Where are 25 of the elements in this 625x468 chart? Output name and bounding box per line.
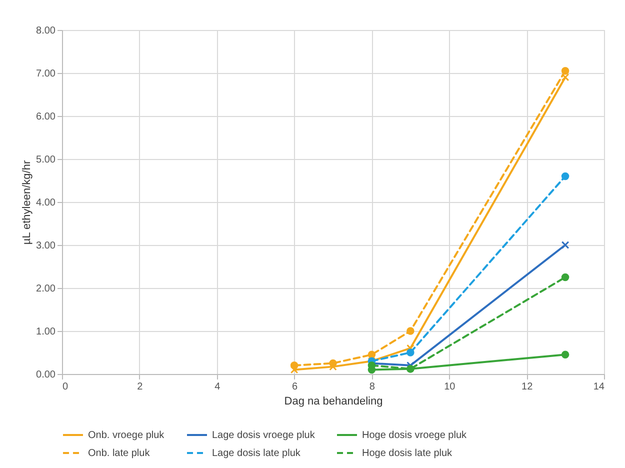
- legend-label: Onb. vroege pluk: [88, 430, 166, 441]
- legend-label: Hoge dosis late pluk: [362, 448, 454, 459]
- y-axis-title: µL ethyleen/kg/hr: [21, 160, 34, 245]
- y-tick-label: 4.00: [36, 198, 56, 208]
- x-tick-label: 12: [522, 382, 534, 392]
- x-tick-label: 10: [444, 382, 456, 392]
- y-tick-label: 1.00: [36, 326, 56, 338]
- x-axis-title: Dag na behandeling: [284, 396, 383, 408]
- x-tick-label: 6: [292, 382, 298, 392]
- y-tick-label: 2.00: [36, 284, 56, 294]
- x-tick-label: 2: [137, 382, 144, 392]
- y-tick-label: 8.00: [36, 26, 56, 36]
- x-tick-label: 8: [369, 382, 376, 392]
- x-tick-label: 14: [593, 382, 605, 392]
- y-tick-label: 0.00: [36, 370, 56, 380]
- legend-label: Lage dosis vroege pluk: [212, 430, 316, 441]
- y-tick-label: 3.00: [36, 240, 56, 252]
- y-tick-label: 7.00: [36, 68, 56, 80]
- legend-label: Onb. late pluk: [88, 448, 151, 459]
- x-tick-label: 4: [214, 382, 221, 392]
- y-tick-label: 6.00: [36, 112, 56, 122]
- legend-label: Hoge dosis vroege pluk: [362, 430, 468, 441]
- legend-label: Lage dosis late pluk: [212, 448, 302, 459]
- x-tick-label: 0: [62, 382, 68, 392]
- y-tick-label: 5.00: [36, 154, 56, 166]
